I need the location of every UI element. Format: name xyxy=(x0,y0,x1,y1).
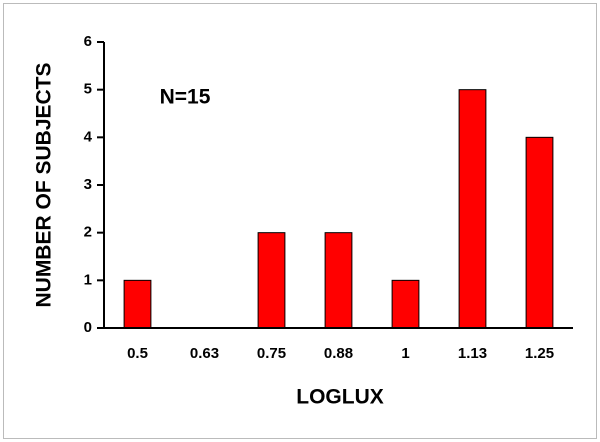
x-tick-label: 1 xyxy=(401,345,409,362)
y-tick-label: 6 xyxy=(84,33,92,50)
bar xyxy=(324,232,353,329)
x-axis-label: LOGLUX xyxy=(296,386,384,409)
x-tick-label: 1.13 xyxy=(458,345,487,362)
bar xyxy=(391,279,420,329)
y-tick-label: 2 xyxy=(84,224,92,241)
y-tick-label: 4 xyxy=(84,128,93,145)
bar xyxy=(123,279,152,329)
x-tick-label: 0.75 xyxy=(257,345,286,362)
x-tick-label: 0.5 xyxy=(127,345,148,362)
y-tick-label: 5 xyxy=(84,81,92,98)
bar xyxy=(458,89,487,329)
bar xyxy=(257,232,286,329)
x-tick-label: 0.88 xyxy=(324,345,353,362)
bar xyxy=(525,136,554,329)
y-tick-label: 1 xyxy=(84,271,92,288)
y-axis-label: NUMBER OF SUBJECTS xyxy=(33,62,56,307)
y-tick-label: 0 xyxy=(84,319,92,336)
chart-frame xyxy=(3,3,597,439)
x-tick-label: 1.25 xyxy=(525,345,554,362)
y-tick-label: 3 xyxy=(84,176,92,193)
x-tick-label: 0.63 xyxy=(190,345,219,362)
annotation: N=15 xyxy=(160,86,211,109)
